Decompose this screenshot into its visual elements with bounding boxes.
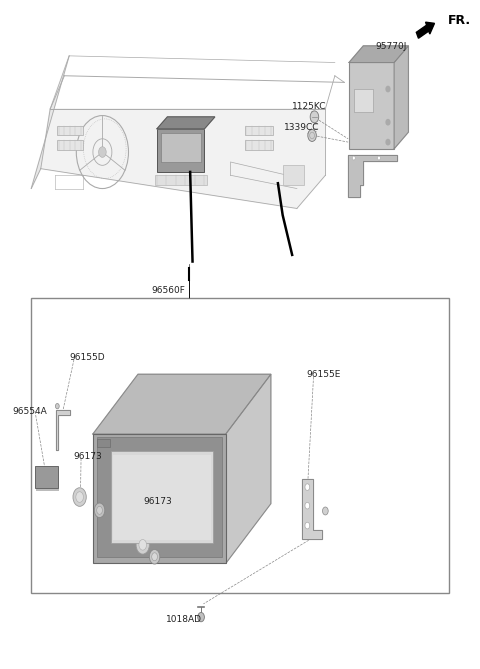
Bar [157, 129, 204, 172]
Bar [57, 126, 84, 135]
Polygon shape [93, 375, 271, 434]
Bar [93, 434, 226, 563]
Polygon shape [349, 46, 408, 62]
Bar [245, 126, 273, 135]
Polygon shape [31, 56, 69, 189]
Polygon shape [226, 375, 271, 563]
Bar [35, 466, 58, 488]
Bar [245, 140, 273, 150]
Circle shape [139, 539, 146, 550]
Circle shape [76, 492, 84, 502]
Circle shape [310, 111, 319, 123]
Circle shape [305, 522, 310, 529]
Bar [57, 140, 84, 150]
Bar [96, 440, 110, 448]
Text: 96155D: 96155D [69, 353, 105, 361]
Circle shape [198, 613, 204, 622]
Circle shape [96, 506, 102, 514]
Text: 1125KC: 1125KC [292, 102, 327, 112]
Bar [354, 89, 373, 112]
Text: 96155E: 96155E [306, 370, 341, 379]
Circle shape [55, 403, 59, 409]
Polygon shape [56, 410, 70, 450]
Circle shape [95, 503, 105, 518]
Polygon shape [301, 479, 322, 539]
FancyArrow shape [416, 22, 434, 38]
Text: 96560F: 96560F [152, 286, 186, 294]
Text: 1018AD: 1018AD [166, 615, 202, 624]
Circle shape [149, 549, 160, 564]
Circle shape [305, 484, 310, 490]
Circle shape [352, 156, 355, 160]
Polygon shape [348, 155, 397, 197]
Bar [113, 454, 211, 539]
Bar [349, 62, 394, 149]
Bar [161, 134, 201, 162]
Circle shape [308, 130, 316, 141]
Bar [96, 438, 222, 557]
Text: 1339CC: 1339CC [284, 123, 320, 132]
Polygon shape [41, 109, 325, 209]
Text: 96173: 96173 [73, 452, 102, 461]
Text: 95770J: 95770J [375, 42, 407, 51]
Polygon shape [157, 117, 215, 129]
Circle shape [73, 488, 86, 506]
Text: FR.: FR. [448, 13, 471, 27]
Polygon shape [394, 46, 408, 149]
Circle shape [386, 86, 390, 92]
Circle shape [98, 147, 106, 157]
Circle shape [386, 120, 390, 125]
Bar [111, 451, 213, 543]
Circle shape [323, 507, 328, 515]
Circle shape [378, 156, 380, 160]
Circle shape [136, 535, 149, 554]
Text: 96173: 96173 [143, 497, 172, 506]
Bar [283, 165, 304, 185]
Circle shape [386, 139, 390, 145]
Bar [31, 298, 449, 593]
Circle shape [305, 502, 310, 509]
Text: 96554A: 96554A [12, 407, 47, 416]
Circle shape [152, 553, 157, 561]
Bar [36, 468, 59, 491]
Bar [155, 175, 207, 185]
